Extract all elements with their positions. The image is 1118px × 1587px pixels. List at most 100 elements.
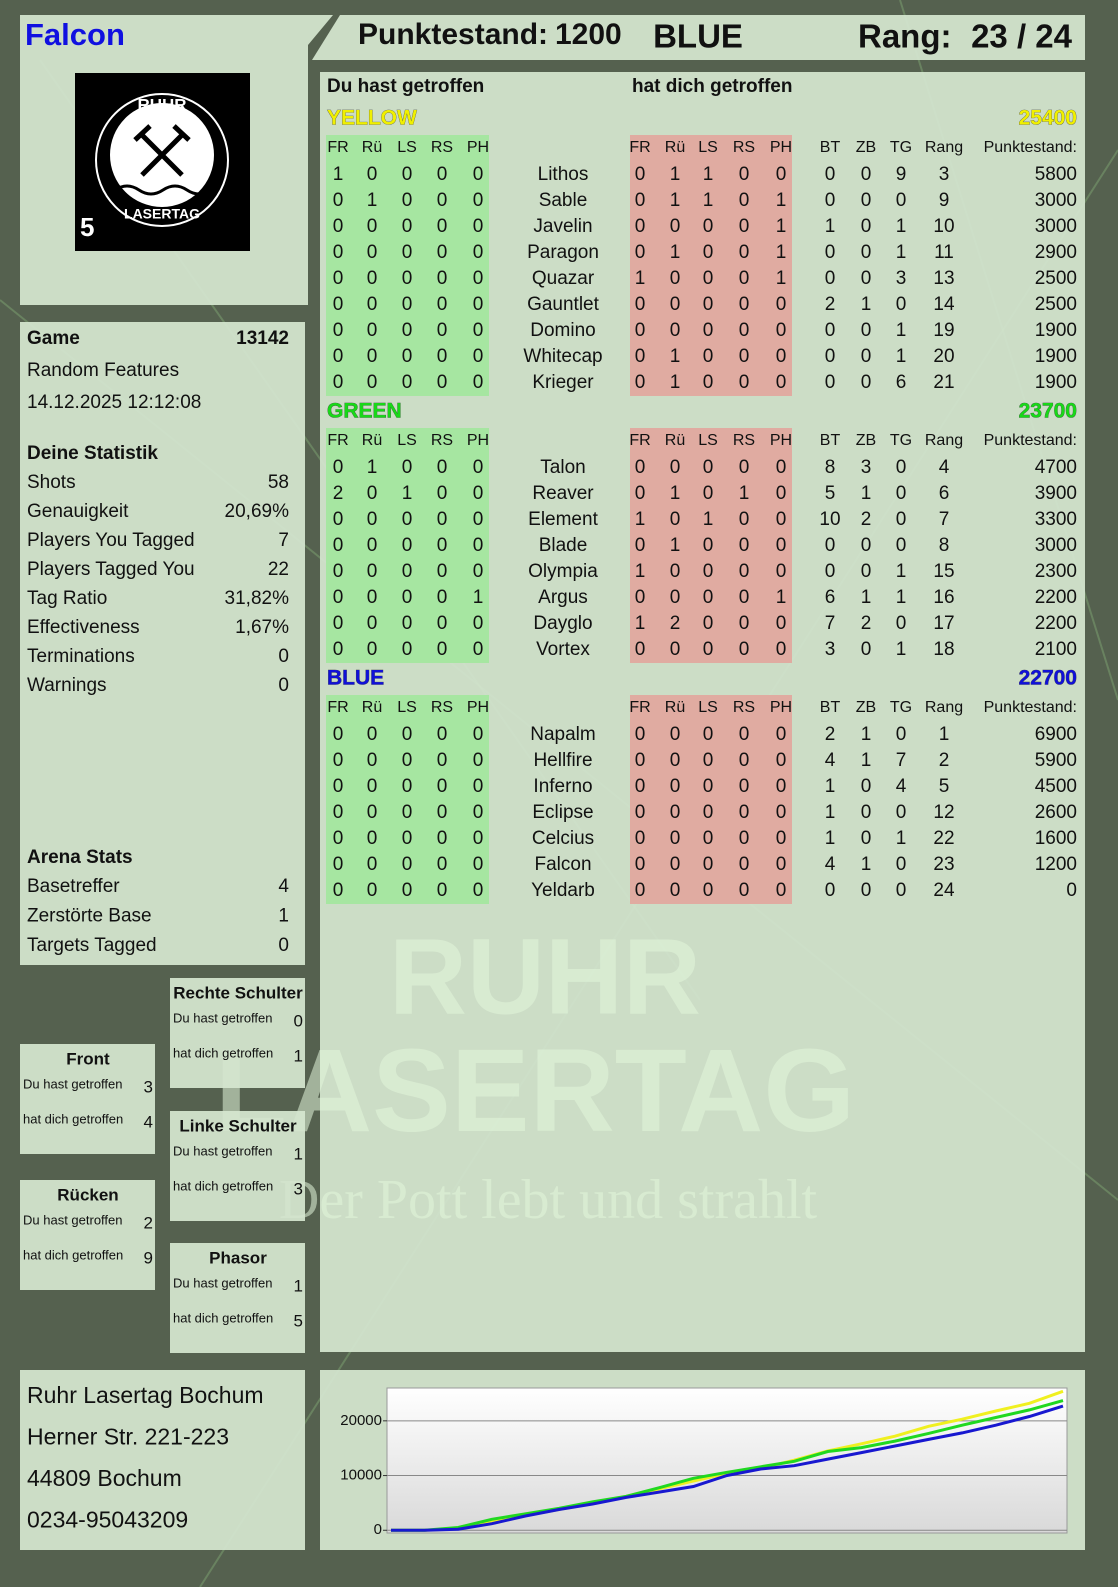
cell: 11: [934, 242, 954, 263]
cell: 5: [825, 483, 836, 504]
stat-label: Players Tagged You: [27, 559, 195, 580]
cell: 14: [933, 294, 955, 315]
cell: 0: [703, 294, 714, 315]
cell: 0: [402, 750, 413, 771]
table-heading: Du hast getroffen: [327, 76, 484, 97]
team-name: YELLOW: [327, 107, 417, 130]
team-score: 25400: [1019, 107, 1077, 130]
cell: 1900: [1035, 346, 1077, 367]
zone-label: Du hast getroffen: [173, 1143, 273, 1158]
cell: 0: [333, 535, 344, 556]
cell: 0: [825, 880, 836, 901]
cell: 0: [473, 164, 484, 185]
column-header: Punktestand:: [984, 139, 1077, 156]
player-name: Falcon: [534, 854, 591, 875]
watermark-line: RUHR: [389, 916, 701, 1037]
cell: 0: [670, 802, 681, 823]
zone-box: [20, 1180, 155, 1290]
hit-by-bg: [630, 695, 792, 904]
cell: 1: [670, 372, 681, 393]
cell: 0: [776, 561, 787, 582]
stat-label: Genauigkeit: [27, 501, 129, 522]
zone-value: 9: [144, 1248, 153, 1267]
cell: 3300: [1035, 509, 1077, 530]
cell: 0: [861, 880, 872, 901]
column-header: RS: [733, 139, 755, 156]
address-line: Herner Str. 221-223: [27, 1424, 229, 1450]
zone-label: hat dich getroffen: [173, 1178, 273, 1193]
cell: 0: [367, 724, 378, 745]
cell: 4: [825, 750, 836, 771]
logo-wave: [114, 184, 212, 196]
cell: 1: [367, 190, 378, 211]
cell: 0: [776, 294, 787, 315]
column-header: LS: [397, 699, 417, 716]
column-header: FR: [327, 699, 348, 716]
zone-value: 1: [294, 1046, 303, 1065]
cell: 0: [367, 294, 378, 315]
zone-title: Phasor: [209, 1248, 267, 1267]
player-name: Talon: [540, 457, 585, 478]
cell: 0: [861, 346, 872, 367]
cell: 0: [402, 535, 413, 556]
cell: 2500: [1035, 294, 1077, 315]
cell: 7: [896, 750, 907, 771]
stat-value: 1,67%: [235, 617, 289, 638]
cell: 22: [933, 828, 954, 849]
cell: 0: [333, 372, 344, 393]
cell: 0: [333, 776, 344, 797]
cell: 0: [670, 216, 681, 237]
cell: 0: [635, 854, 646, 875]
cell: 0: [703, 483, 714, 504]
cell: 0: [367, 639, 378, 660]
cell: 0: [670, 828, 681, 849]
cell: 0: [896, 509, 907, 530]
cell: 0: [776, 320, 787, 341]
cell: 0: [776, 854, 787, 875]
cell: 1: [861, 483, 872, 504]
cell: 0: [670, 509, 681, 530]
cell: 0: [739, 190, 750, 211]
cell: 0: [473, 190, 484, 211]
cell: 0: [670, 639, 681, 660]
cell: 0: [896, 802, 907, 823]
zone-title: Linke Schulter: [179, 1116, 297, 1135]
cell: 0: [402, 776, 413, 797]
cell: 0: [739, 164, 750, 185]
column-header: PH: [467, 432, 489, 449]
player-name: Napalm: [530, 724, 595, 745]
column-header: RS: [733, 432, 755, 449]
zone-label: Du hast getroffen: [173, 1010, 273, 1025]
zone-value: 4: [144, 1112, 153, 1131]
cell: 12: [933, 802, 954, 823]
stat-value: 0: [278, 646, 289, 667]
cell: 0: [402, 724, 413, 745]
cell: 0: [635, 587, 646, 608]
cell: 0: [739, 639, 750, 660]
column-header: RS: [431, 432, 453, 449]
zone-title: Rücken: [57, 1185, 118, 1204]
cell: 0: [473, 268, 484, 289]
zone-label: hat dich getroffen: [23, 1247, 123, 1262]
cell: 1: [776, 216, 787, 237]
cell: 1900: [1035, 320, 1077, 341]
cell: 3: [939, 164, 950, 185]
hit-bg: [326, 428, 489, 663]
cell: 0: [635, 294, 646, 315]
stat-label: Shots: [27, 472, 76, 493]
zone-label: hat dich getroffen: [173, 1310, 273, 1325]
cell: 1: [776, 268, 787, 289]
cell: 0: [1066, 880, 1077, 901]
cell: 0: [896, 613, 907, 634]
cell: 0: [437, 776, 448, 797]
cell: 0: [473, 724, 484, 745]
cell: 0: [402, 268, 413, 289]
cell: 0: [437, 164, 448, 185]
address-line: 0234-95043209: [27, 1507, 188, 1533]
cell: 0: [473, 750, 484, 771]
player-name: Vortex: [536, 639, 590, 660]
cell: 1: [939, 724, 950, 745]
cell: 0: [670, 776, 681, 797]
cell: 2: [333, 483, 344, 504]
cell: 0: [776, 776, 787, 797]
